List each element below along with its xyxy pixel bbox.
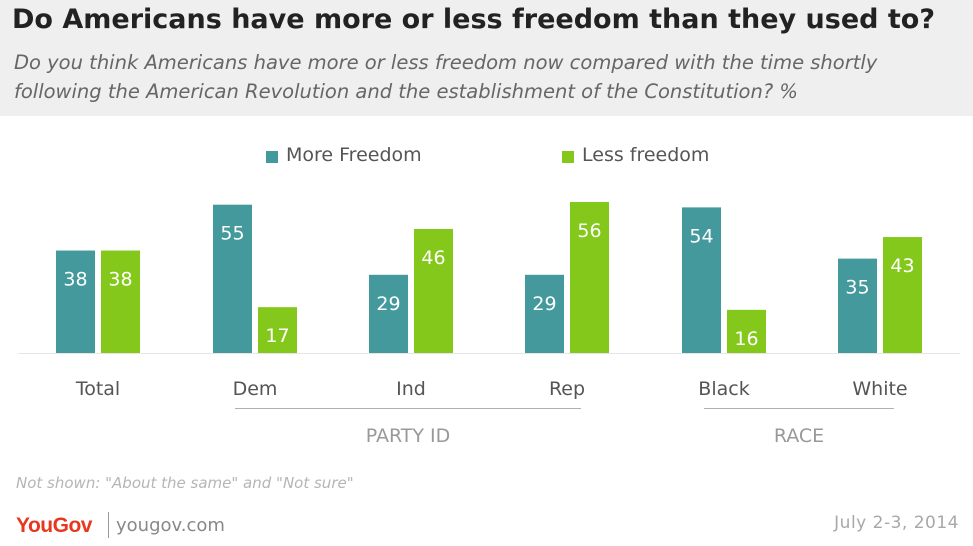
data-label-black-less-freedom: 16 bbox=[734, 328, 758, 350]
group-label-race: RACE bbox=[774, 425, 824, 447]
bar-black-less-freedom bbox=[727, 309, 766, 353]
data-label-total-less-freedom: 38 bbox=[108, 269, 132, 291]
category-label-rep: Rep bbox=[549, 378, 585, 400]
data-label-white-less-freedom: 43 bbox=[890, 255, 914, 277]
data-label-dem-less-freedom: 17 bbox=[265, 325, 289, 347]
category-label-ind: Ind bbox=[396, 378, 426, 400]
chart-subtitle: Do you think Americans have more or less… bbox=[14, 51, 878, 103]
data-label-ind-more-freedom: 29 bbox=[376, 293, 400, 315]
chart-header: Do Americans have more or less freedom t… bbox=[0, 0, 973, 116]
bar-black-more-freedom bbox=[682, 207, 721, 353]
bar-rep-more-freedom bbox=[525, 274, 564, 353]
data-label-rep-less-freedom: 56 bbox=[577, 220, 601, 242]
bar-dem-more-freedom bbox=[213, 204, 252, 353]
yougov-logo: YouGov bbox=[16, 514, 92, 537]
data-label-total-more-freedom: 38 bbox=[63, 269, 87, 291]
data-label-dem-more-freedom: 55 bbox=[220, 223, 244, 245]
bar-white-more-freedom bbox=[838, 258, 877, 353]
category-label-white: White bbox=[852, 378, 907, 400]
category-label-dem: Dem bbox=[233, 378, 278, 400]
footnote: Not shown: "About the same" and "Not sur… bbox=[16, 474, 354, 492]
data-label-white-more-freedom: 35 bbox=[845, 277, 869, 299]
data-label-ind-less-freedom: 46 bbox=[421, 247, 445, 269]
legend-label-less-freedom: Less freedom bbox=[582, 144, 710, 166]
bar-dem-less-freedom bbox=[258, 307, 297, 353]
legend-swatch-less-freedom bbox=[562, 151, 574, 163]
group-label-party-id: PARTY ID bbox=[366, 425, 451, 447]
survey-date: July 2-3, 2014 bbox=[834, 513, 959, 533]
bar-total-less-freedom bbox=[101, 250, 140, 353]
bar-white-less-freedom bbox=[883, 237, 922, 353]
category-label-black: Black bbox=[698, 378, 749, 400]
bar-total-more-freedom bbox=[56, 250, 95, 353]
bar-ind-more-freedom bbox=[369, 274, 408, 353]
data-label-rep-more-freedom: 29 bbox=[532, 293, 556, 315]
category-label-total: Total bbox=[75, 378, 120, 400]
legend-label-more-freedom: More Freedom bbox=[286, 144, 422, 166]
site-url: yougov.com bbox=[116, 515, 225, 536]
data-label-black-more-freedom: 54 bbox=[689, 225, 713, 247]
legend-swatch-more-freedom bbox=[266, 151, 278, 163]
logo-divider bbox=[108, 512, 109, 538]
chart-title: Do Americans have more or less freedom t… bbox=[12, 4, 935, 35]
bar-rep-less-freedom bbox=[570, 202, 609, 353]
bar-ind-less-freedom bbox=[414, 228, 453, 353]
